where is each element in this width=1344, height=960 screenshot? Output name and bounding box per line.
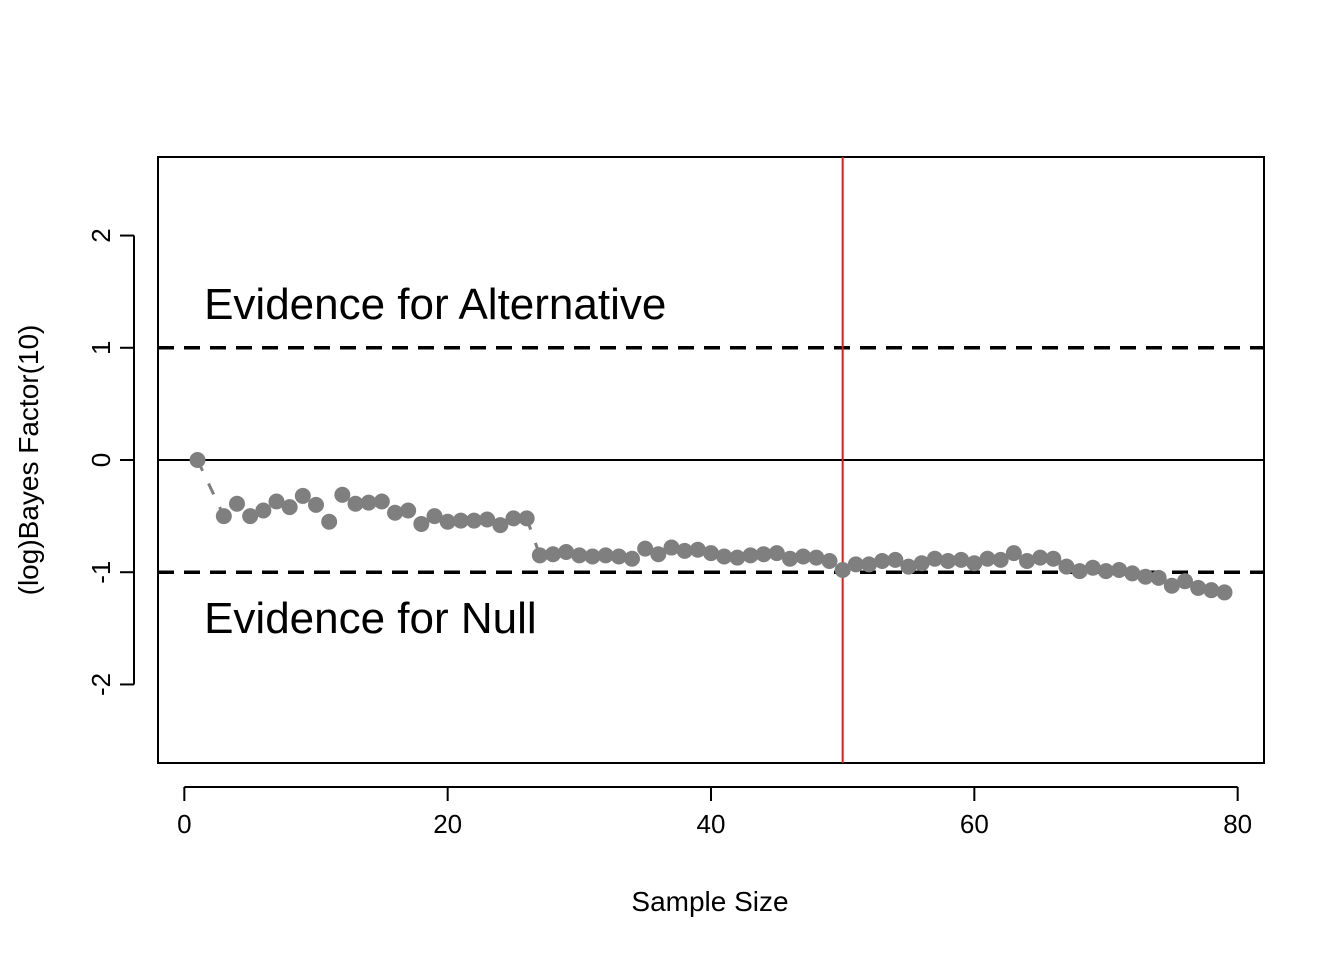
data-point <box>900 558 917 575</box>
x-tick-label: 60 <box>960 809 989 839</box>
data-point <box>1124 565 1141 582</box>
data-point <box>610 548 627 565</box>
data-point <box>518 510 535 527</box>
y-tick-label: -1 <box>86 561 116 584</box>
data-point <box>966 555 983 572</box>
data-point <box>847 556 864 573</box>
data-point <box>1098 563 1114 580</box>
data-point <box>821 553 838 569</box>
data-point <box>940 553 956 569</box>
data-point <box>1084 559 1101 576</box>
data-point <box>1032 549 1049 566</box>
data-point <box>1045 550 1062 567</box>
data-point <box>229 495 245 512</box>
y-axis-title: (log)Bayes Factor(10) <box>13 325 44 596</box>
data-point <box>755 546 772 563</box>
data-point <box>729 549 746 566</box>
data-point <box>479 511 496 528</box>
data-point <box>545 546 561 563</box>
y-tick-label: 0 <box>86 453 116 467</box>
data-points <box>189 452 1233 601</box>
data-point <box>663 539 680 556</box>
data-point <box>979 550 996 567</box>
data-point <box>255 502 272 519</box>
x-tick-label: 20 <box>433 809 462 839</box>
data-point <box>808 549 825 566</box>
data-point <box>558 544 575 561</box>
data-point <box>834 561 851 578</box>
x-axis: 0 20 40 60 80 <box>177 786 1252 839</box>
annotation-alternative: Evidence for Alternative <box>204 280 666 329</box>
data-point <box>242 508 259 525</box>
data-point <box>861 556 877 573</box>
data-point <box>321 513 338 530</box>
data-point <box>413 515 430 532</box>
data-point <box>373 493 390 510</box>
data-point <box>268 493 285 510</box>
x-tick-label: 0 <box>177 809 191 839</box>
y-tick-label: 1 <box>86 341 116 355</box>
x-tick-label: 80 <box>1223 809 1252 839</box>
data-point <box>426 508 443 525</box>
data-point <box>1177 573 1193 590</box>
y-tick-label: 2 <box>86 228 116 242</box>
data-point <box>492 517 509 534</box>
data-point <box>1019 553 1035 569</box>
data-point <box>281 499 298 516</box>
data-point <box>571 547 588 564</box>
data-point <box>913 555 930 572</box>
x-axis-title: Sample Size <box>631 886 788 917</box>
y-tick-label: -2 <box>86 673 116 696</box>
data-point <box>347 495 364 512</box>
data-point <box>400 502 417 519</box>
data-point <box>650 546 667 563</box>
data-point <box>1150 569 1167 586</box>
x-tick-label: 40 <box>697 809 726 839</box>
data-point <box>795 548 812 565</box>
data-point <box>742 547 759 564</box>
data-point <box>1190 579 1207 596</box>
data-point <box>1163 577 1180 594</box>
data-point <box>926 550 943 567</box>
data-point <box>308 496 324 513</box>
data-point <box>624 550 640 567</box>
data-point <box>768 545 785 562</box>
data-point <box>953 551 970 568</box>
data-point <box>887 551 904 568</box>
data-point <box>597 547 614 564</box>
data-point <box>703 545 719 562</box>
data-point <box>387 504 403 521</box>
data-point <box>1137 568 1154 585</box>
data-point <box>531 547 548 564</box>
data-point <box>676 542 693 559</box>
data-point <box>1071 563 1088 580</box>
data-point <box>1203 582 1220 599</box>
data-point <box>1058 558 1075 575</box>
y-axis: -2 -1 0 1 2 <box>86 228 135 696</box>
connector-segment <box>196 459 226 517</box>
data-point <box>584 548 601 565</box>
data-point <box>1111 561 1128 578</box>
data-point <box>439 513 456 530</box>
data-point <box>505 510 522 527</box>
data-point <box>637 540 654 557</box>
data-point <box>782 550 798 567</box>
data-point <box>1005 545 1022 562</box>
data-point <box>215 508 232 525</box>
data-point <box>466 512 482 529</box>
data-point <box>716 548 733 565</box>
data-point <box>294 487 311 504</box>
data-point <box>189 452 206 468</box>
reference-lines <box>158 157 1264 763</box>
data-point <box>452 512 469 529</box>
data-point <box>334 486 351 503</box>
data-point <box>1216 584 1233 601</box>
annotations: Evidence for Alternative Evidence for Nul… <box>204 280 666 643</box>
data-point <box>874 553 891 569</box>
data-point <box>992 551 1009 568</box>
data-point <box>360 494 377 511</box>
annotation-null: Evidence for Null <box>204 594 537 643</box>
data-point <box>689 541 706 558</box>
